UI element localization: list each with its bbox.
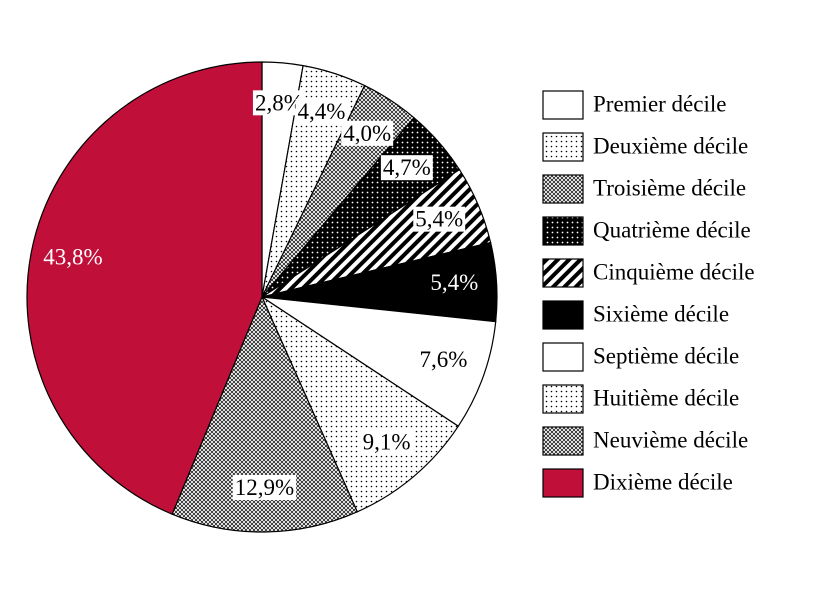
legend-label: Deuxième décile bbox=[593, 133, 748, 158]
label-box bbox=[380, 155, 433, 181]
legend-swatch bbox=[542, 258, 584, 288]
data-label: 4,0% bbox=[343, 121, 391, 146]
data-label: 12,9% bbox=[235, 475, 294, 500]
legend-swatch bbox=[542, 132, 584, 162]
legend-label: Dixième décile bbox=[593, 469, 733, 494]
legend-swatch bbox=[542, 174, 584, 204]
legend-label: Premier décile bbox=[593, 91, 726, 116]
data-label: 4,4% bbox=[298, 99, 346, 124]
data-label: 2,8% bbox=[255, 90, 303, 115]
legend-swatch bbox=[542, 468, 584, 498]
legend-label: Neuvième décile bbox=[593, 427, 748, 452]
legend-swatch bbox=[542, 342, 584, 372]
legend-label: Huitième décile bbox=[593, 385, 739, 410]
pie-slice bbox=[260, 295, 460, 513]
data-label: 4,7% bbox=[383, 155, 431, 180]
data-label: 43,8% bbox=[43, 245, 102, 270]
label-box bbox=[360, 429, 413, 455]
data-label: 7,6% bbox=[419, 347, 467, 372]
legend-label: Sixième décile bbox=[593, 301, 729, 326]
label-box bbox=[413, 206, 466, 232]
data-label: 5,4% bbox=[415, 207, 463, 232]
legend-swatch bbox=[542, 384, 584, 414]
legend-swatch bbox=[542, 216, 584, 246]
legend-label: Quatrième décile bbox=[593, 217, 751, 242]
pie-slice bbox=[171, 295, 359, 533]
pie-slice bbox=[26, 61, 263, 515]
pie-slice bbox=[261, 296, 497, 428]
label-box bbox=[295, 98, 348, 124]
label-box bbox=[341, 120, 394, 146]
legend-label: Septième décile bbox=[593, 343, 739, 368]
label-box bbox=[232, 474, 297, 500]
legend-label: Troisième décile bbox=[593, 175, 746, 200]
data-label: 9,1% bbox=[363, 429, 411, 454]
label-box bbox=[417, 347, 470, 373]
legend-swatch bbox=[542, 426, 584, 456]
data-label: 5,4% bbox=[430, 270, 478, 295]
legend-swatch bbox=[542, 300, 584, 330]
legend-swatch bbox=[542, 90, 584, 120]
legend-label: Cinquième décile bbox=[593, 259, 755, 284]
